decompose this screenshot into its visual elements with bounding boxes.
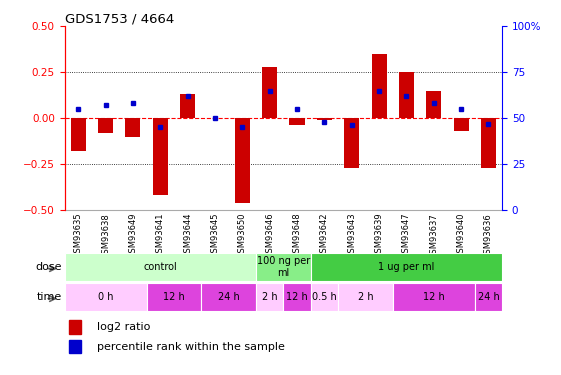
Bar [393,283,475,311]
Bar [399,72,414,118]
Bar [201,283,256,311]
Bar [426,91,442,118]
Text: 12 h: 12 h [423,292,445,302]
Text: percentile rank within the sample: percentile rank within the sample [98,342,285,351]
Bar [338,283,393,311]
Bar [283,283,311,311]
Bar [256,283,283,311]
Bar [65,253,256,281]
Text: 2 h: 2 h [262,292,278,302]
Bar [234,118,250,202]
Bar [317,118,332,120]
Text: 12 h: 12 h [163,292,185,302]
Bar [153,118,168,195]
Bar [256,253,311,281]
Bar [69,320,81,334]
Text: time: time [36,292,62,302]
Bar [125,118,140,136]
Bar [262,67,277,118]
Bar [475,283,502,311]
Bar [371,54,387,118]
Bar [311,253,502,281]
Text: 12 h: 12 h [286,292,308,302]
Text: log2 ratio: log2 ratio [98,322,151,332]
Text: 100 ng per
ml: 100 ng per ml [257,256,310,278]
Bar [481,118,496,168]
Bar [71,118,86,151]
Bar [65,283,146,311]
Bar [453,118,468,131]
Bar [146,283,201,311]
Text: dose: dose [35,262,62,272]
Bar [69,340,81,353]
Bar [344,118,359,168]
Text: 24 h: 24 h [218,292,240,302]
Text: 24 h: 24 h [477,292,499,302]
Bar [180,94,195,118]
Text: control: control [144,262,177,272]
Bar [289,118,305,126]
Text: 0 h: 0 h [98,292,113,302]
Bar [98,118,113,133]
Text: 1 ug per ml: 1 ug per ml [378,262,435,272]
Text: 2 h: 2 h [357,292,373,302]
Bar [311,283,338,311]
Text: GDS1753 / 4664: GDS1753 / 4664 [65,12,174,25]
Text: 0.5 h: 0.5 h [312,292,337,302]
